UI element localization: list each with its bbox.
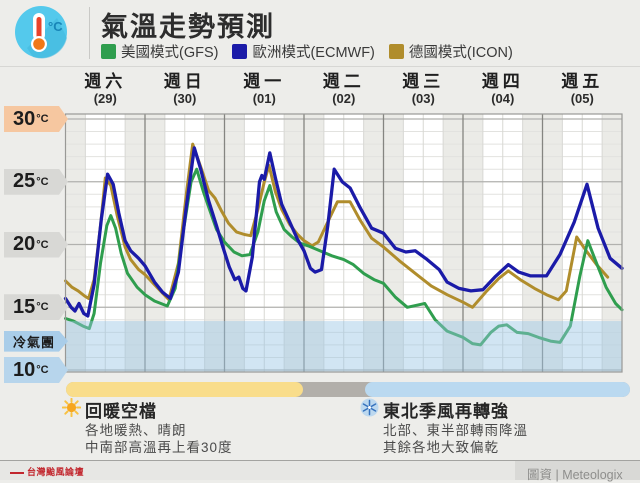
date-label: (29) [93, 91, 117, 106]
date-label: (03) [411, 91, 435, 106]
weekday-label: 週四 [481, 72, 524, 91]
warm-line-2: 中南部高溫再上看30度 [85, 440, 233, 455]
cold-line-2: 其餘各地大致偏乾 [383, 440, 499, 455]
icon-model-swatch [388, 44, 404, 59]
legend-item-gfs: 美國模式(GFS) [101, 41, 218, 62]
day-label-02: 週二 (02) [304, 72, 384, 106]
y-tag-15: 15 °C [4, 294, 68, 320]
cold-line-1: 北部、東半部轉雨降溫 [383, 423, 528, 438]
day-label-30: 週日 (30) [145, 72, 225, 106]
legend-item-icon-model: 德國模式(ICON) [388, 41, 513, 62]
y-tag-25: 25 °C [4, 169, 68, 195]
day-label-04: 週四 (04) [463, 72, 543, 106]
y-tag-10: 10 °C [4, 357, 68, 383]
cold-airmass-shading [65, 321, 622, 372]
credit-box: 圖資 | Meteologix [515, 461, 640, 482]
temp-series-ECMWF [63, 146, 624, 318]
y-tag-30: 30 °C [4, 106, 68, 132]
legend-item-ecmwf: 歐洲模式(ECMWF) [232, 41, 375, 62]
date-label: (02) [332, 91, 356, 106]
day-label-29: 週六 (29) [66, 72, 146, 106]
timeline-segment-monsoon-period [365, 382, 630, 397]
y-tag-20: 20 °C [4, 232, 68, 258]
weekday-label: 週三 [402, 72, 445, 91]
warm-annotation: 回暖空檔 各地暖熱、晴朗 中南部高溫再上看30度 [61, 397, 233, 456]
thermometer-icon: °C [13, 4, 69, 65]
date-label: (05) [570, 91, 594, 106]
weekday-label: 週六 [84, 72, 127, 91]
date-label: (04) [491, 91, 515, 106]
legend: 美國模式(GFS) 歐洲模式(ECMWF) 德國模式(ICON) [101, 41, 513, 62]
cold-annotation: 東北季風再轉強 北部、東半部轉雨降溫 其餘各地大致偏乾 [360, 397, 528, 456]
temp-series-ICON [64, 142, 610, 309]
footer-divider [0, 460, 640, 461]
weekday-label: 週五 [561, 72, 604, 91]
weekday-label: 週二 [322, 72, 365, 91]
site-logo: 台灣颱風論壇 [10, 465, 84, 478]
page-title: 氣溫走勢預測 [101, 12, 275, 42]
header-divider [89, 7, 90, 59]
date-label: (01) [252, 91, 276, 106]
warm-line-1: 各地暖熱、晴朗 [85, 423, 187, 438]
credit-text: 圖資 | Meteologix [527, 468, 623, 482]
day-label-05: 週五 (05) [543, 72, 623, 106]
snowflake-icon [360, 398, 379, 422]
y-tag-冷氣團: 冷氣團 [4, 331, 68, 352]
date-label: (30) [173, 91, 197, 106]
gfs-swatch [101, 44, 116, 59]
footer [0, 461, 640, 480]
cold-title: 東北季風再轉強 [383, 402, 509, 421]
logo-bar [10, 471, 24, 474]
warm-title: 回暖空檔 [85, 402, 157, 421]
sun-icon [61, 397, 82, 422]
day-label-01: 週一 (01) [225, 72, 305, 106]
ecmwf-swatch [232, 44, 248, 59]
header: °C 氣溫走勢預測 美國模式(GFS) 歐洲模式(ECMWF) 德國模式(ICO… [0, 0, 640, 67]
weekday-label: 週日 [163, 72, 206, 91]
svg-text:°C: °C [48, 19, 63, 34]
timeline-segment-warm-period [65, 382, 304, 397]
weekday-label: 週一 [243, 72, 286, 91]
day-label-03: 週三 (03) [384, 72, 464, 106]
